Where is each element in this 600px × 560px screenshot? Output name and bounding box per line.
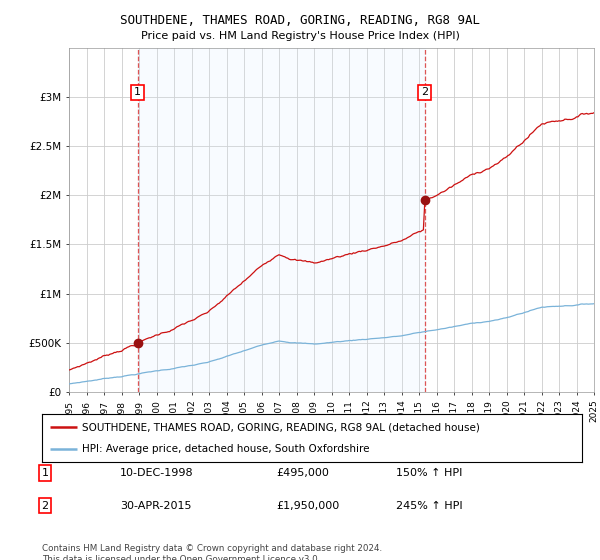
Text: HPI: Average price, detached house, South Oxfordshire: HPI: Average price, detached house, Sout… — [83, 444, 370, 454]
Text: 150% ↑ HPI: 150% ↑ HPI — [396, 468, 463, 478]
Text: 2: 2 — [41, 501, 49, 511]
Text: Price paid vs. HM Land Registry's House Price Index (HPI): Price paid vs. HM Land Registry's House … — [140, 31, 460, 41]
Bar — [137, 48, 425, 392]
Text: 245% ↑ HPI: 245% ↑ HPI — [396, 501, 463, 511]
Text: 1: 1 — [41, 468, 49, 478]
Text: £495,000: £495,000 — [276, 468, 329, 478]
Text: Contains HM Land Registry data © Crown copyright and database right 2024.
This d: Contains HM Land Registry data © Crown c… — [42, 544, 382, 560]
Text: 30-APR-2015: 30-APR-2015 — [120, 501, 191, 511]
Text: SOUTHDENE, THAMES ROAD, GORING, READING, RG8 9AL (detached house): SOUTHDENE, THAMES ROAD, GORING, READING,… — [83, 422, 481, 432]
Text: SOUTHDENE, THAMES ROAD, GORING, READING, RG8 9AL: SOUTHDENE, THAMES ROAD, GORING, READING,… — [120, 14, 480, 27]
Text: 1: 1 — [134, 87, 141, 97]
Text: £1,950,000: £1,950,000 — [276, 501, 339, 511]
Text: 10-DEC-1998: 10-DEC-1998 — [120, 468, 194, 478]
Text: 2: 2 — [421, 87, 428, 97]
